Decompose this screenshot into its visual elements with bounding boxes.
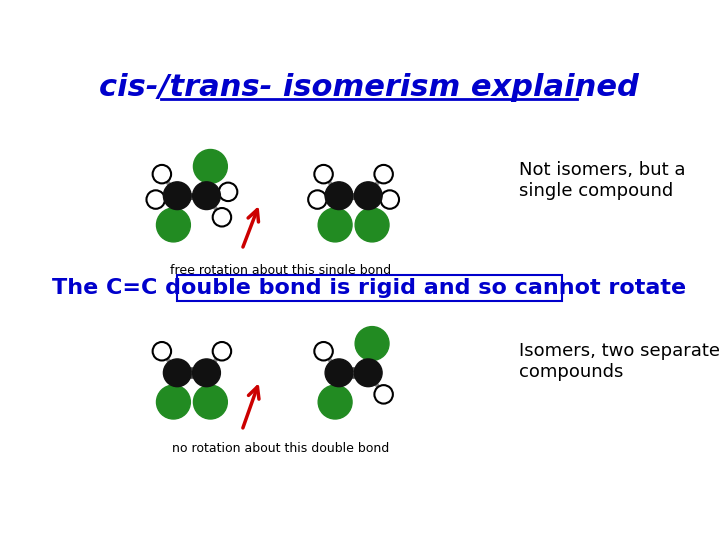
Text: The C=C double bond is rigid and so cannot rotate: The C=C double bond is rigid and so cann… [52, 278, 686, 298]
Circle shape [374, 385, 393, 403]
Circle shape [153, 342, 171, 361]
Bar [176, 275, 562, 301]
Circle shape [374, 165, 393, 184]
Circle shape [354, 359, 382, 387]
Text: no rotation about this double bond: no rotation about this double bond [172, 442, 389, 455]
Circle shape [318, 208, 352, 242]
Circle shape [146, 190, 165, 209]
Text: Not isomers, but a
single compound: Not isomers, but a single compound [519, 161, 685, 200]
Circle shape [194, 150, 228, 184]
Circle shape [308, 190, 327, 209]
Circle shape [325, 359, 353, 387]
Circle shape [212, 342, 231, 361]
Circle shape [315, 165, 333, 184]
Circle shape [325, 182, 353, 210]
Text: free rotation about this single bond: free rotation about this single bond [170, 264, 391, 277]
Circle shape [193, 182, 220, 210]
Circle shape [153, 165, 171, 184]
Circle shape [315, 342, 333, 361]
Circle shape [354, 182, 382, 210]
Circle shape [381, 190, 399, 209]
Circle shape [163, 359, 191, 387]
Circle shape [212, 208, 231, 226]
Circle shape [193, 359, 220, 387]
Circle shape [156, 385, 190, 419]
Circle shape [163, 182, 191, 210]
Circle shape [355, 208, 389, 242]
Text: cis-/trans- isomerism explained: cis-/trans- isomerism explained [99, 73, 639, 103]
Circle shape [355, 327, 389, 361]
Text: Isomers, two separate
compounds: Isomers, two separate compounds [519, 342, 720, 381]
Circle shape [219, 183, 238, 201]
Circle shape [194, 385, 228, 419]
Circle shape [156, 208, 190, 242]
Circle shape [318, 385, 352, 419]
